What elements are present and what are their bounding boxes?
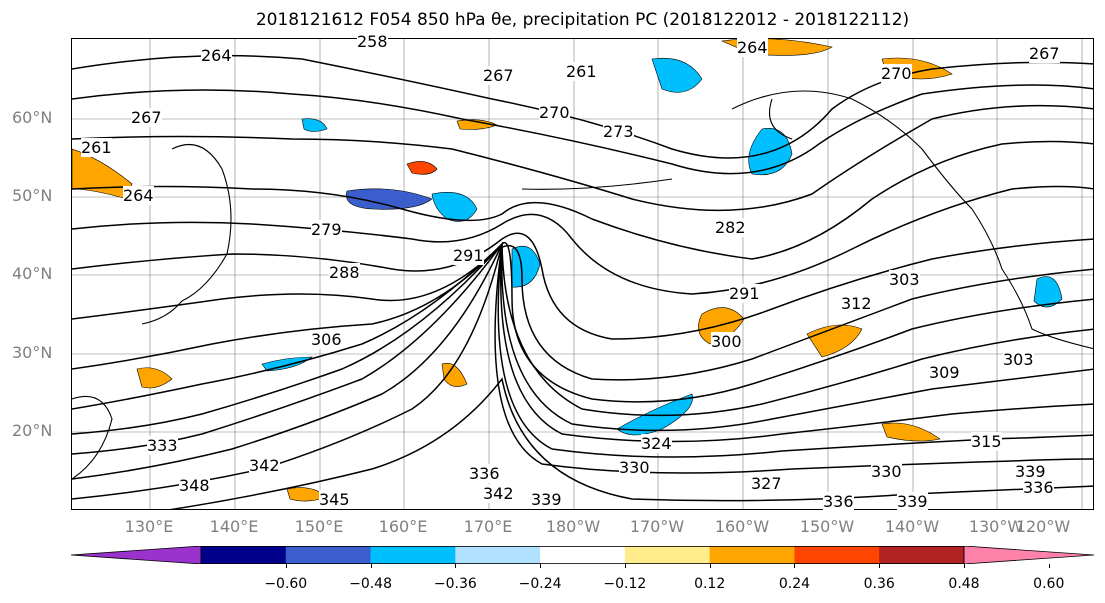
coastlines (72, 90, 1093, 480)
precip-negative-patch (511, 245, 541, 288)
lon-label: 160°W (714, 517, 770, 536)
map-svg (72, 39, 1093, 509)
lat-label: 40°N (12, 264, 53, 283)
lat-label: 20°N (12, 421, 53, 440)
lon-label: 160°E (378, 517, 428, 536)
colorbar-tick-label: −0.36 (433, 576, 477, 592)
colorbar-tick-label: 0.36 (863, 576, 895, 592)
map-panel[interactable] (71, 38, 1094, 510)
precip-positive-patch (441, 362, 468, 387)
colorbar-tick-label: 0.60 (1033, 576, 1065, 592)
lon-label: 150°W (799, 517, 855, 536)
precip-negative-patch (345, 188, 433, 210)
colorbar-tick-mark (794, 564, 796, 568)
colorbar-tick-label: −0.12 (603, 576, 647, 592)
colorbar-tick-label: 0.12 (694, 576, 726, 592)
colorbar-tick-label: −0.48 (349, 576, 392, 592)
lat-label: 30°N (12, 343, 53, 362)
theta-e-contours (72, 54, 1093, 509)
colorbar-tick-mark (455, 564, 457, 568)
colorbar-segment (794, 546, 880, 564)
precip-positive-patch (136, 367, 173, 389)
precip-negative-patch (301, 118, 328, 132)
lon-label: 140°W (884, 517, 940, 536)
colorbar-segment (370, 546, 456, 564)
colorbar-tick-label: −0.60 (264, 576, 308, 592)
graticule (72, 39, 1093, 509)
colorbar-tick-mark (879, 564, 881, 568)
colorbar-segment (285, 546, 372, 564)
lon-label: 140°E (209, 517, 259, 536)
precip-negative-patch (651, 57, 703, 93)
colorbar-extend-max (963, 546, 1094, 564)
lon-label: 170°W (629, 517, 685, 536)
colorbar-tick-mark (624, 564, 626, 568)
precip-negative-patch (261, 356, 313, 372)
lon-label: 180°W (545, 517, 601, 536)
lon-label: 150°E (294, 517, 344, 536)
lon-label: 130°E (124, 517, 174, 536)
colorbar-outline (200, 546, 965, 564)
colorbar-segment (455, 546, 541, 564)
colorbar-tick-mark (370, 564, 372, 568)
lon-label: 120°W (1015, 517, 1071, 536)
precip-negative-patch (616, 393, 693, 436)
lon-label: 170°E (463, 517, 513, 536)
colorbar-tick-mark (285, 564, 287, 568)
colorbar-tick-label: 0.48 (948, 576, 980, 592)
colorbar-tick-label: 0.24 (778, 576, 811, 592)
precip-positive-patch (881, 422, 941, 442)
colorbar-segment (709, 546, 795, 564)
colorbar-segment (624, 546, 711, 564)
map-title: 2018121612 F054 850 hPa θe, precipitatio… (255, 10, 910, 30)
colorbar-tick-mark (1048, 564, 1050, 568)
colorbar-segment (879, 546, 965, 564)
precip-positive-patch (72, 148, 133, 200)
colorbar-tick-mark (709, 564, 711, 568)
colorbar (71, 546, 1094, 564)
precip-positive-patch (806, 324, 863, 358)
colorbar-tick-label: −0.24 (518, 576, 562, 592)
lon-label: 130°W (968, 517, 1024, 536)
colorbar-extend-min (71, 546, 202, 564)
colorbar-segment (201, 546, 287, 564)
colorbar-tick-mark (964, 564, 965, 568)
precip-positive-patch (720, 39, 833, 56)
lat-label: 50°N (12, 186, 53, 205)
precip-positive-patch (406, 161, 438, 175)
colorbar-tick-mark (540, 564, 542, 568)
precip-positive-patch (286, 487, 328, 502)
colorbar-segment (540, 546, 626, 564)
lat-label: 60°N (12, 108, 53, 127)
